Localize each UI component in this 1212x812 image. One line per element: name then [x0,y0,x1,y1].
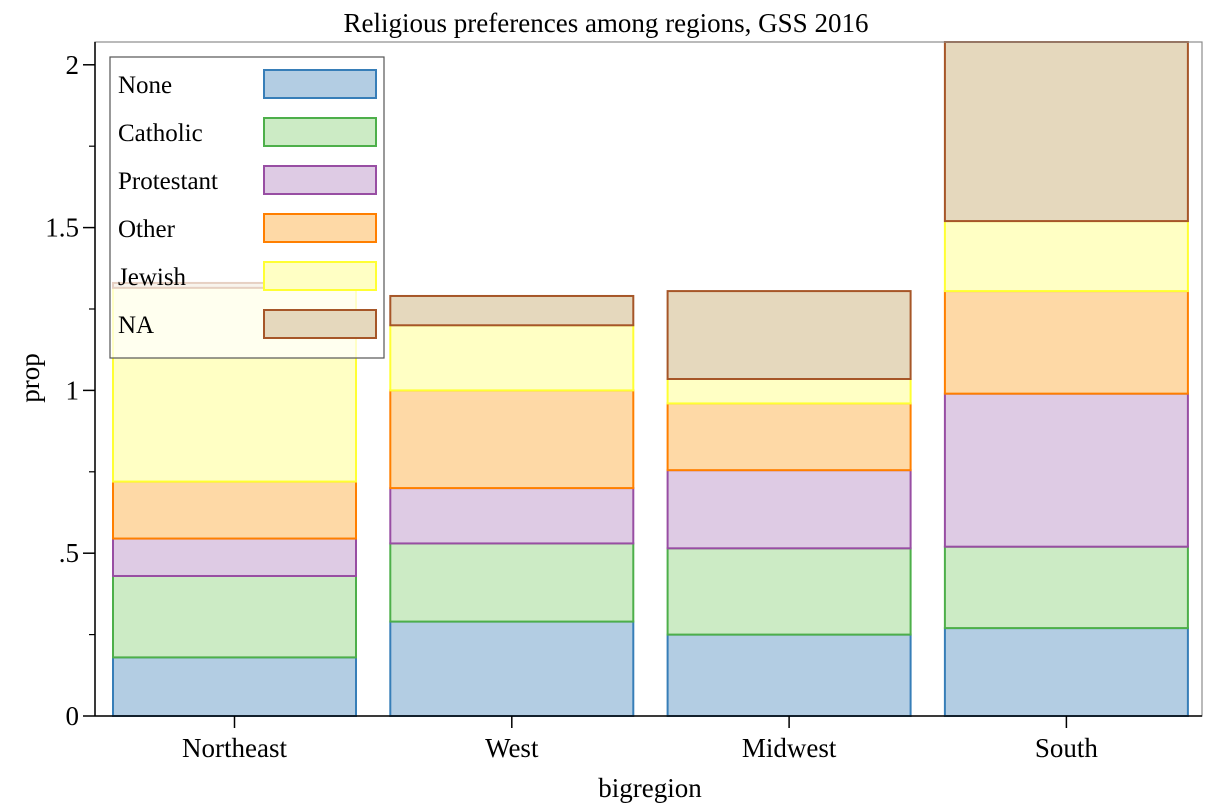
bar-segment-none-northeast [112,656,357,717]
x-tick-label: South [1035,733,1099,763]
legend-label: Protestant [118,168,218,195]
bar-segment-protestant-northeast [112,537,357,577]
bar-segment-catholic-south [943,545,1189,630]
bar-segment-catholic-northeast [112,574,357,659]
y-tick-label: 1.5 [45,213,79,243]
bar-segment-other-northeast [112,480,357,540]
y-tick-label: 2 [66,50,80,80]
legend-label: Other [118,216,176,243]
y-tick-label: 0 [66,701,80,731]
legend-swatch-jewish [263,261,377,291]
legend-label: Catholic [118,120,203,147]
bar-segment-na-midwest [666,290,912,380]
legend: None Catholic Protestant Other Jewish NA [109,56,385,359]
bar-segment-other-south [943,290,1189,395]
bar-segment-jewish-west [389,324,635,392]
bar-segment-protestant-west [389,487,635,545]
x-tick-label: West [485,733,539,763]
legend-swatch-none [263,69,377,99]
bar-segment-none-south [943,627,1189,718]
bar-segment-protestant-south [943,392,1189,548]
legend-swatch-other [263,213,377,243]
bar-segment-na-south [943,41,1189,223]
bar-segment-jewish-south [943,220,1189,293]
legend-label: None [118,72,172,99]
legend-swatch-catholic [263,117,377,147]
legend-swatch-na [263,309,377,339]
y-tick-label: 1 [66,375,80,405]
bar-segment-other-west [389,389,635,490]
legend-swatch-protestant [263,165,377,195]
bar-segment-catholic-midwest [666,547,912,636]
y-tick-label: .5 [59,538,79,568]
legend-label: NA [118,312,154,339]
x-axis-label: bigregion [598,773,702,803]
bar-segment-protestant-midwest [666,469,912,550]
chart-title: Religious preferences among regions, GSS… [344,8,869,38]
legend-box [109,56,385,359]
legend-label: Jewish [118,264,187,291]
y-axis-label: prop [15,353,45,403]
x-tick-label: Northeast [182,733,287,763]
x-tick-label: Midwest [742,733,837,763]
bar-segment-na-west [389,294,635,327]
bar-segment-none-midwest [666,633,912,718]
bar-segment-other-midwest [666,402,912,472]
bar-segment-none-west [389,620,635,718]
bar-segment-jewish-midwest [666,378,912,405]
bar-segment-catholic-west [389,542,635,623]
